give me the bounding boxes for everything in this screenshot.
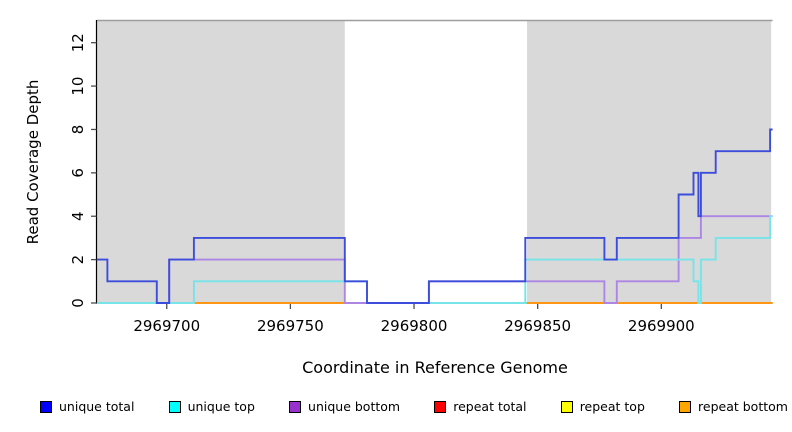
legend-label-unique-total: unique total xyxy=(59,399,135,414)
series-unique-bottom xyxy=(97,215,773,304)
legend-swatch-unique-bottom xyxy=(289,400,302,413)
right-gray-band xyxy=(527,21,772,303)
legend-swatch-repeat-total xyxy=(434,400,447,413)
legend-label-unique-bottom: unique bottom xyxy=(308,399,401,414)
y-axis-tick-label: 4 xyxy=(69,211,87,221)
x-axis-title: Coordinate in Reference Genome xyxy=(302,358,568,377)
x-axis-tick-label: 2969700 xyxy=(133,317,200,335)
series-unique-total xyxy=(97,128,773,304)
y-axis-tick-label: 2 xyxy=(69,255,87,265)
series-unique-top xyxy=(97,215,773,304)
y-axis-tick-label: 8 xyxy=(69,125,87,135)
x-axis-tick-label: 2969850 xyxy=(504,317,571,335)
x-axis-tick-label: 2969800 xyxy=(381,317,448,335)
legend-label-repeat-bottom: repeat bottom xyxy=(698,399,788,414)
legend-item-unique-bottom: unique bottom xyxy=(289,399,400,414)
y-axis-tick-label: 0 xyxy=(69,298,87,308)
legend-swatch-repeat-top xyxy=(560,400,573,413)
legend-swatch-unique-total xyxy=(40,400,52,413)
y-axis-tick-label: 6 xyxy=(69,168,87,178)
legend-item-repeat-top: repeat top xyxy=(560,399,645,414)
plot-canvas: 2969700 2969750 2969800 2969850 2969900 0 2 4 6 8… xyxy=(69,19,773,335)
legend-item-repeat-bottom: repeat bottom xyxy=(679,399,788,414)
legend-item-repeat-total: repeat total xyxy=(434,399,527,414)
y-axis-tick-label: 10 xyxy=(69,77,87,96)
left-gray-band xyxy=(97,21,345,303)
legend-item-unique-top: unique top xyxy=(168,399,255,414)
x-axis-tick-label: 2969900 xyxy=(628,317,695,335)
legend: unique total unique top unique bottom repea… xyxy=(40,399,788,414)
x-axis-tick-label: 2969750 xyxy=(257,317,324,335)
legend-swatch-unique-top xyxy=(168,400,181,413)
legend-item-unique-total: unique total xyxy=(40,399,134,414)
y-axis-title: Read Coverage Depth xyxy=(24,79,42,245)
legend-label-repeat-total: repeat total xyxy=(453,399,527,414)
legend-swatch-repeat-bottom xyxy=(679,400,692,413)
legend-label-unique-top: unique top xyxy=(187,399,255,414)
legend-label-repeat-top: repeat top xyxy=(579,399,645,414)
y-axis-tick-label: 12 xyxy=(69,33,87,52)
